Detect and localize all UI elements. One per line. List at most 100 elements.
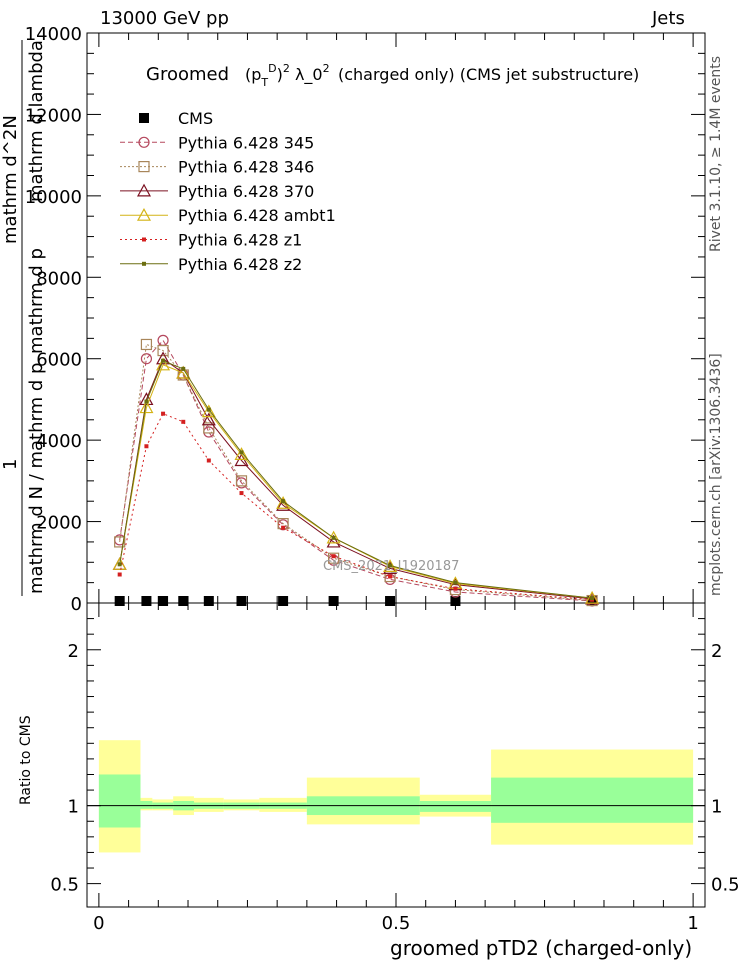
marker-shape xyxy=(331,554,336,559)
marker-shape xyxy=(201,404,216,418)
data-point xyxy=(201,404,216,418)
x-axis-label: groomed pTD2 (charged-only) xyxy=(390,936,693,960)
data-point xyxy=(157,334,169,346)
data-point xyxy=(234,447,249,460)
data-point xyxy=(156,357,171,371)
marker-shape xyxy=(157,334,169,346)
data-point xyxy=(206,407,211,412)
legend-marker xyxy=(142,237,146,242)
legend-entry: Pythia 6.428 345 xyxy=(120,133,314,152)
ylabel-den-right: mathrm d p xyxy=(26,248,47,354)
marker-shape xyxy=(144,399,149,404)
legend-label: Pythia 6.428 z1 xyxy=(178,231,302,250)
marker-shape xyxy=(117,572,122,577)
y-tick-label: 12000 xyxy=(25,105,82,126)
legend-label: CMS xyxy=(178,109,213,128)
ylabel-den-left: mathrm d N / mathrm d p xyxy=(26,362,47,594)
ratio-y-tick-label-right: 1 xyxy=(711,797,722,818)
data-point xyxy=(235,475,248,487)
data-point xyxy=(388,563,393,568)
marker-shape xyxy=(112,557,127,570)
marker-shape xyxy=(276,495,291,509)
header-right: Jets xyxy=(652,8,685,29)
marker-shape xyxy=(385,596,396,606)
ratio-inner-band xyxy=(491,777,694,823)
legend-entry: Pythia 6.428 ambt1 xyxy=(120,206,336,225)
data-point xyxy=(114,596,125,606)
marker-shape xyxy=(138,136,150,148)
marker-shape xyxy=(326,530,341,544)
marker-shape xyxy=(161,358,166,363)
data-point xyxy=(181,419,186,424)
data-point xyxy=(203,426,215,438)
data-point xyxy=(239,491,244,496)
ylabel-num: mathrm d^2N xyxy=(0,115,21,244)
marker-shape xyxy=(328,596,339,606)
marker-shape xyxy=(158,596,169,606)
data-point xyxy=(590,596,595,601)
marker-shape xyxy=(157,344,169,357)
title-formula: (pTD)2 λ_02 xyxy=(245,62,330,89)
legend-label: Pythia 6.428 346 xyxy=(178,158,314,177)
data-point xyxy=(383,561,398,574)
data-point xyxy=(181,366,186,371)
y-tick-label: 8000 xyxy=(36,268,82,289)
x-tick-label: 0.5 xyxy=(382,913,411,934)
rivet-label: Rivet 3.1.10, ≥ 1.4M events xyxy=(708,55,724,252)
marker-shape xyxy=(156,357,171,371)
data-point xyxy=(328,552,340,564)
ratio-y-tick-label-right: 2 xyxy=(711,641,722,662)
ylabel-one: 1 xyxy=(0,458,21,470)
marker-shape xyxy=(140,353,153,365)
data-point xyxy=(112,557,127,570)
legend-label: Pythia 6.428 ambt1 xyxy=(178,206,336,225)
data-point xyxy=(139,400,154,414)
y-tick-label: 4000 xyxy=(36,431,82,452)
series-cms xyxy=(114,596,598,606)
data-point xyxy=(385,596,396,606)
marker-shape xyxy=(176,365,191,379)
marker-shape xyxy=(235,475,248,487)
plot-title: Groomed (pTD)2 λ_02 (charged only) (CMS … xyxy=(146,62,639,89)
marker-shape xyxy=(138,161,150,173)
data-point xyxy=(234,453,249,467)
y-tick-label: 6000 xyxy=(36,350,82,371)
ratio-bands xyxy=(87,740,705,853)
data-point xyxy=(236,596,247,606)
series-pythia-6-428-z2 xyxy=(117,358,595,601)
ratio-inner-band xyxy=(98,774,141,828)
legend-label: Pythia 6.428 370 xyxy=(178,182,314,201)
marker-shape xyxy=(144,444,149,449)
legend-entry: Pythia 6.428 370 xyxy=(120,182,314,201)
marker-shape xyxy=(203,596,214,606)
data-point xyxy=(203,596,214,606)
data-point xyxy=(178,596,189,606)
marker-shape xyxy=(203,422,215,434)
legend-label: Pythia 6.428 z2 xyxy=(178,255,302,274)
marker-shape xyxy=(142,261,146,266)
title-rest: (charged only) (CMS jet substructure) xyxy=(338,65,639,84)
data-point xyxy=(328,596,339,606)
data-point xyxy=(144,444,149,449)
data-point xyxy=(331,535,336,540)
legend-entry: Pythia 6.428 z2 xyxy=(120,255,302,274)
data-point xyxy=(326,530,341,544)
marker-shape xyxy=(234,453,249,467)
legend-marker xyxy=(139,113,149,123)
legend-entry: CMS xyxy=(139,109,213,128)
marker-shape xyxy=(234,447,249,460)
marker-shape xyxy=(142,237,146,242)
marker-shape xyxy=(156,351,171,365)
data-point xyxy=(278,596,289,606)
marker-shape xyxy=(590,596,595,601)
ratio-inner-band xyxy=(419,800,492,812)
title-main: Groomed xyxy=(146,64,229,85)
marker-shape xyxy=(236,596,247,606)
marker-shape xyxy=(328,552,340,564)
marker-shape xyxy=(140,338,153,351)
watermark: CMS_2021_I1920187 xyxy=(323,559,459,574)
data-point xyxy=(140,353,153,365)
marker-shape xyxy=(141,596,152,606)
marker-shape xyxy=(383,561,398,574)
